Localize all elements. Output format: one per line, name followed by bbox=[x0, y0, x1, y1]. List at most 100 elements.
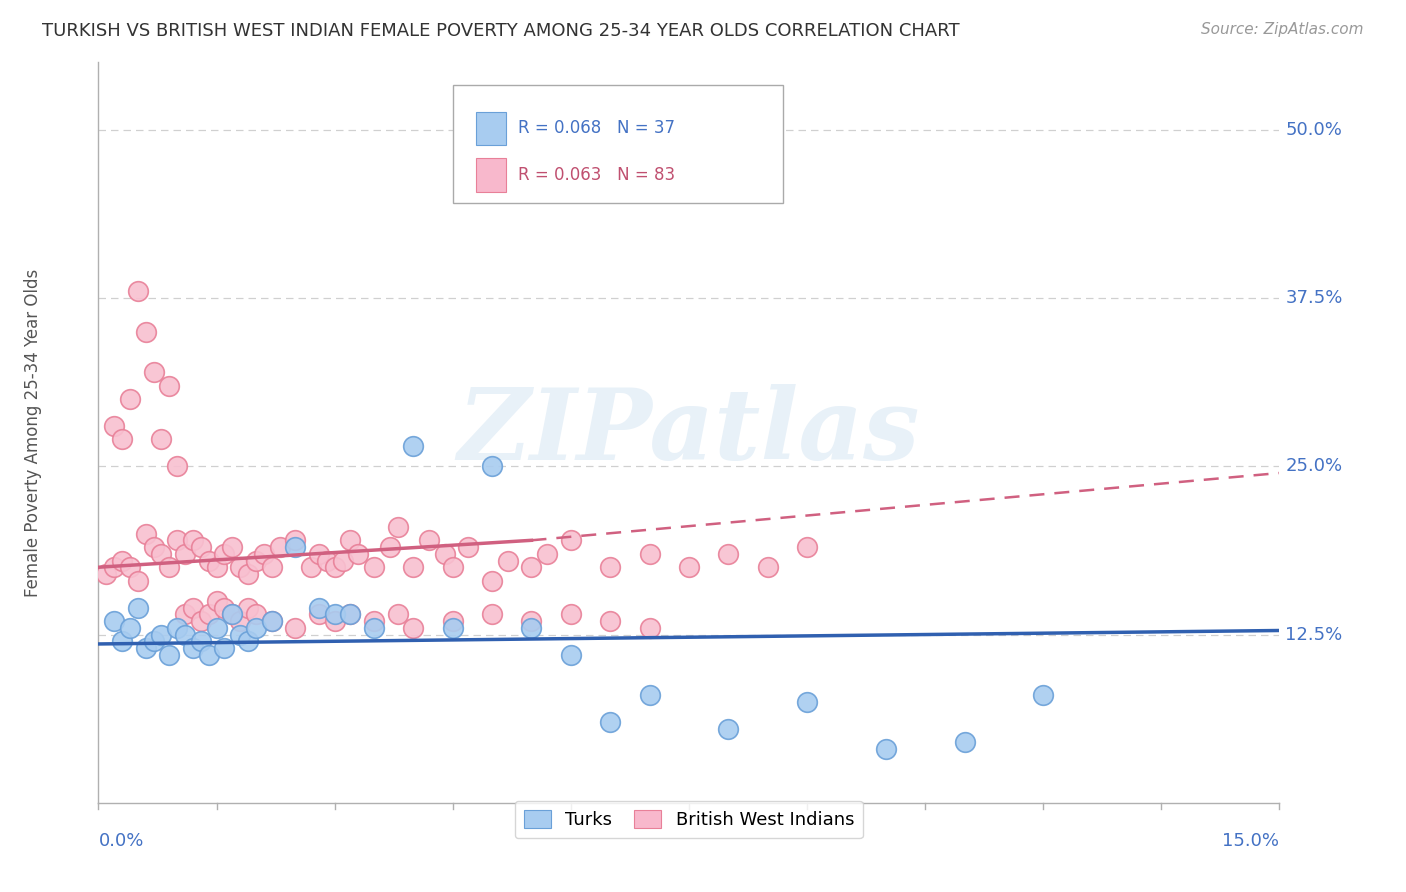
Point bbox=[308, 600, 330, 615]
Point bbox=[402, 439, 425, 453]
Point bbox=[599, 714, 621, 729]
Point bbox=[127, 574, 149, 588]
Point bbox=[205, 560, 228, 574]
Point bbox=[181, 640, 204, 655]
Point bbox=[284, 621, 307, 635]
Text: 37.5%: 37.5% bbox=[1285, 289, 1343, 307]
Point bbox=[260, 614, 283, 628]
Point bbox=[135, 325, 157, 339]
Point bbox=[205, 594, 228, 608]
Point bbox=[229, 560, 252, 574]
Text: TURKISH VS BRITISH WEST INDIAN FEMALE POVERTY AMONG 25-34 YEAR OLDS CORRELATION : TURKISH VS BRITISH WEST INDIAN FEMALE PO… bbox=[42, 22, 960, 40]
Bar bbox=[477, 158, 506, 192]
Point bbox=[245, 621, 267, 635]
Point bbox=[678, 560, 700, 574]
Point bbox=[560, 607, 582, 622]
Point bbox=[135, 526, 157, 541]
Point bbox=[221, 607, 243, 622]
Point bbox=[181, 533, 204, 548]
Point bbox=[214, 547, 236, 561]
Point bbox=[111, 553, 134, 567]
Point bbox=[717, 547, 740, 561]
Bar bbox=[477, 112, 506, 145]
Point bbox=[229, 627, 252, 641]
Point bbox=[339, 607, 361, 622]
Point bbox=[150, 547, 173, 561]
Text: R = 0.063   N = 83: R = 0.063 N = 83 bbox=[517, 166, 675, 184]
Point bbox=[363, 614, 385, 628]
Point bbox=[457, 540, 479, 554]
Point bbox=[190, 540, 212, 554]
Point bbox=[111, 634, 134, 648]
Point bbox=[166, 533, 188, 548]
Text: 50.0%: 50.0% bbox=[1285, 120, 1343, 139]
Point bbox=[111, 433, 134, 447]
Point bbox=[387, 607, 409, 622]
Point bbox=[418, 533, 440, 548]
Point bbox=[118, 392, 141, 406]
Point bbox=[245, 607, 267, 622]
Point bbox=[269, 540, 291, 554]
Point bbox=[174, 607, 197, 622]
FancyBboxPatch shape bbox=[453, 85, 783, 203]
Point bbox=[496, 553, 519, 567]
Text: Female Poverty Among 25-34 Year Olds: Female Poverty Among 25-34 Year Olds bbox=[24, 268, 42, 597]
Point bbox=[402, 560, 425, 574]
Point bbox=[236, 566, 259, 581]
Point bbox=[245, 553, 267, 567]
Point bbox=[236, 600, 259, 615]
Point bbox=[221, 540, 243, 554]
Legend: Turks, British West Indians: Turks, British West Indians bbox=[515, 801, 863, 838]
Point bbox=[118, 621, 141, 635]
Point bbox=[118, 560, 141, 574]
Point bbox=[520, 621, 543, 635]
Point bbox=[638, 621, 661, 635]
Point bbox=[796, 695, 818, 709]
Point bbox=[150, 433, 173, 447]
Text: 25.0%: 25.0% bbox=[1285, 458, 1343, 475]
Point bbox=[441, 614, 464, 628]
Point bbox=[214, 600, 236, 615]
Text: 12.5%: 12.5% bbox=[1285, 625, 1343, 643]
Point bbox=[157, 560, 180, 574]
Point bbox=[339, 533, 361, 548]
Point bbox=[229, 614, 252, 628]
Point bbox=[142, 365, 165, 379]
Point bbox=[536, 547, 558, 561]
Point bbox=[181, 600, 204, 615]
Point bbox=[260, 614, 283, 628]
Point bbox=[174, 627, 197, 641]
Point bbox=[599, 614, 621, 628]
Point bbox=[481, 607, 503, 622]
Point bbox=[157, 378, 180, 392]
Text: Source: ZipAtlas.com: Source: ZipAtlas.com bbox=[1201, 22, 1364, 37]
Point bbox=[135, 640, 157, 655]
Point bbox=[481, 574, 503, 588]
Point bbox=[308, 607, 330, 622]
Point bbox=[127, 285, 149, 299]
Point bbox=[638, 688, 661, 702]
Point bbox=[157, 648, 180, 662]
Point bbox=[332, 553, 354, 567]
Point bbox=[214, 640, 236, 655]
Point bbox=[284, 540, 307, 554]
Point bbox=[347, 547, 370, 561]
Point bbox=[387, 520, 409, 534]
Point bbox=[236, 634, 259, 648]
Point bbox=[1032, 688, 1054, 702]
Point bbox=[481, 459, 503, 474]
Point bbox=[378, 540, 401, 554]
Point bbox=[142, 540, 165, 554]
Point bbox=[339, 607, 361, 622]
Point bbox=[166, 459, 188, 474]
Point bbox=[142, 634, 165, 648]
Point bbox=[103, 418, 125, 433]
Point bbox=[103, 614, 125, 628]
Point bbox=[433, 547, 456, 561]
Point bbox=[875, 742, 897, 756]
Point bbox=[197, 553, 219, 567]
Point bbox=[315, 553, 337, 567]
Point bbox=[560, 533, 582, 548]
Point bbox=[756, 560, 779, 574]
Point bbox=[599, 560, 621, 574]
